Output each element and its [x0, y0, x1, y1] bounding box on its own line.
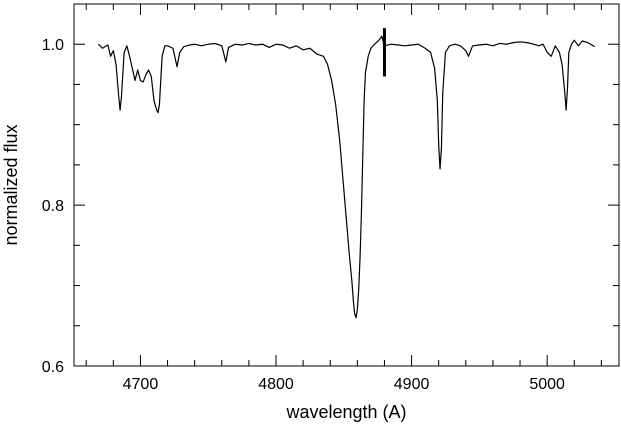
plot-frame: [73, 3, 620, 367]
tick-marks: [74, 3, 619, 367]
y-axis-label: normalized flux: [1, 124, 21, 245]
x-tick-label: 4700: [123, 376, 159, 393]
y-tick-label: 0.8: [42, 198, 64, 215]
spectrum-line: [97, 35, 595, 319]
y-tick-label: 0.6: [42, 359, 64, 376]
x-tick-label: 4800: [258, 376, 294, 393]
y-tick-label: 1.0: [42, 37, 64, 54]
x-tick-label: 5000: [529, 376, 565, 393]
tick-labels: 4700 4800 4900 5000 0.6 0.8 1.0: [42, 37, 565, 393]
x-axis-label: wavelength (A): [285, 402, 406, 422]
x-tick-label: 4900: [394, 376, 430, 393]
